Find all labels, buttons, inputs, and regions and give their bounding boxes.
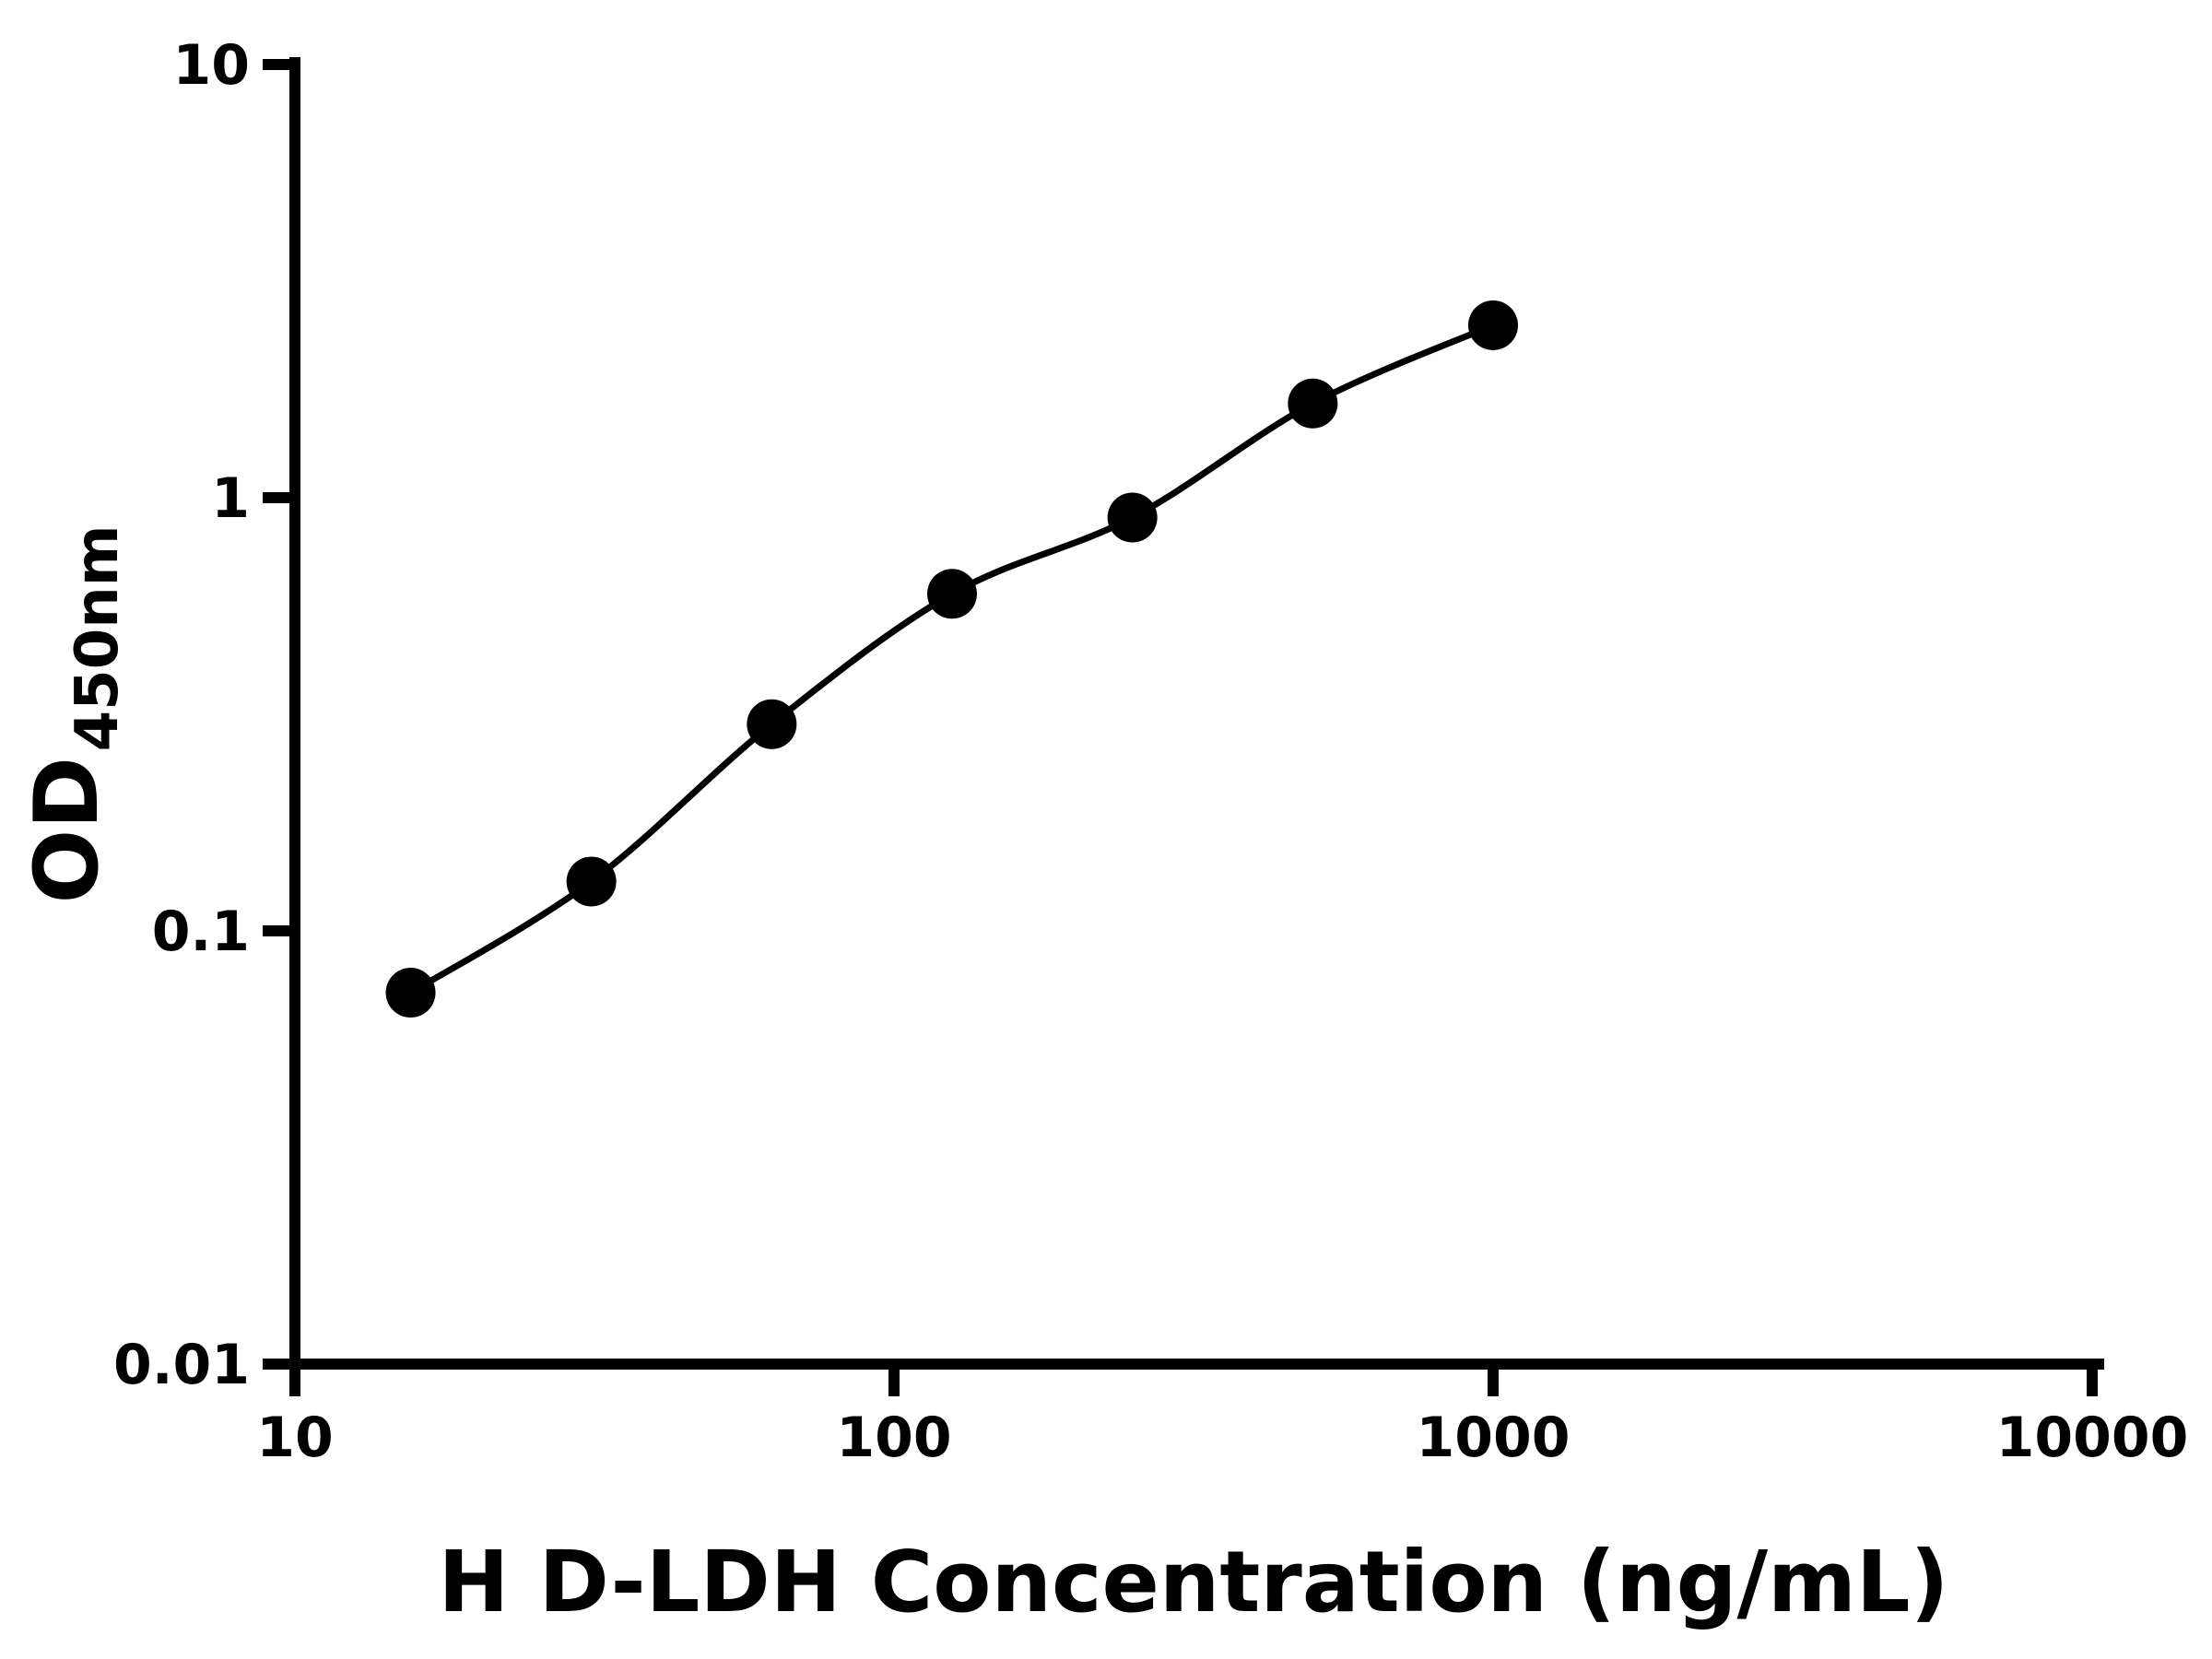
x-tick-label: 10 bbox=[256, 1406, 334, 1470]
data-point-marker bbox=[566, 856, 617, 907]
y-tick-label: 10 bbox=[173, 33, 251, 98]
y-tick-label: 0.01 bbox=[113, 1333, 250, 1397]
data-point-marker bbox=[926, 569, 977, 619]
x-tick-label: 1000 bbox=[1417, 1406, 1571, 1470]
y-tick-label: 0.1 bbox=[152, 900, 250, 964]
y-tick-label: 1 bbox=[211, 466, 250, 531]
data-point-marker bbox=[1288, 378, 1338, 429]
data-point-marker bbox=[1107, 492, 1158, 543]
y-axis-title-main: OD bbox=[17, 757, 118, 904]
data-point-marker bbox=[1468, 300, 1518, 350]
x-tick-label: 100 bbox=[836, 1406, 951, 1470]
y-axis-title: OD 450nm bbox=[17, 524, 132, 903]
y-axis-title-sub: 450nm bbox=[64, 524, 132, 751]
plot-area: 10 100 1000 10000 0.01 0.1 1 10 bbox=[113, 33, 2188, 1470]
x-tick-label: 10000 bbox=[1996, 1406, 2189, 1470]
x-axis-title: H D-LDH Concentration (ng/mL) bbox=[438, 1533, 1948, 1631]
data-point-marker bbox=[385, 968, 436, 1018]
data-point-marker bbox=[747, 699, 797, 749]
